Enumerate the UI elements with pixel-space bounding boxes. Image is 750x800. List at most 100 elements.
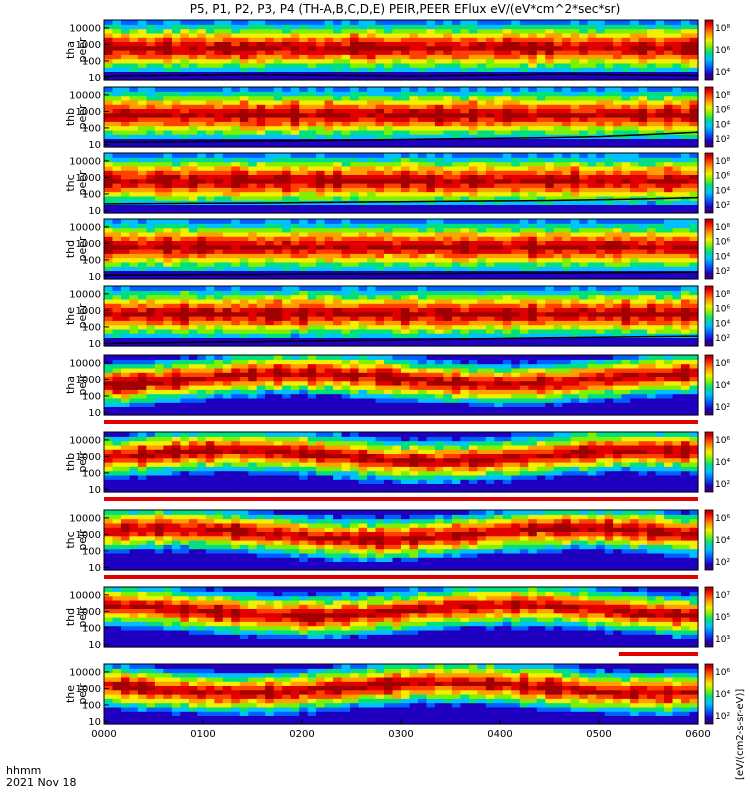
y-tick-label: 10	[88, 140, 101, 151]
heatmap-cell	[273, 320, 283, 326]
heatmap-cell	[613, 290, 623, 296]
heatmap-cell	[384, 54, 394, 60]
heatmap-cell	[307, 270, 317, 276]
heatmap-cell	[375, 67, 385, 72]
heatmap-cell	[256, 244, 266, 250]
heatmap-cell	[647, 170, 657, 175]
heatmap-cell	[180, 41, 190, 47]
heatmap-cell	[613, 266, 623, 271]
heatmap-cell	[299, 121, 309, 127]
heatmap-cell	[333, 240, 343, 246]
heatmap-cell	[273, 266, 283, 271]
heatmap-cell	[579, 341, 589, 347]
heatmap-cell	[545, 244, 555, 250]
heatmap-cell	[621, 99, 631, 105]
heatmap-cell	[367, 298, 377, 304]
heatmap-cell	[426, 62, 436, 68]
heatmap-cell	[392, 104, 402, 109]
heatmap-cell	[579, 54, 589, 60]
heatmap-cell	[451, 231, 461, 237]
heatmap-cell	[256, 208, 266, 214]
heatmap-cell	[562, 129, 572, 135]
heatmap-cell	[468, 62, 478, 68]
heatmap-cell	[418, 219, 428, 224]
heatmap-cell	[137, 95, 147, 101]
heatmap-cell	[562, 174, 572, 180]
heatmap-cell	[214, 286, 224, 291]
heatmap-cell	[502, 208, 512, 214]
heatmap-cell	[579, 142, 589, 148]
heatmap-cell	[409, 125, 419, 131]
heatmap-cell	[647, 341, 657, 347]
heatmap-cell	[112, 95, 122, 101]
heatmap-cell	[171, 219, 181, 224]
heatmap-cell	[129, 195, 139, 201]
heatmap-cell	[307, 91, 317, 97]
heatmap-cell	[290, 337, 300, 343]
heatmap-cell	[562, 32, 572, 38]
heatmap-cell	[367, 99, 377, 105]
heatmap-cell	[316, 253, 326, 259]
heatmap-cell	[579, 153, 589, 158]
heatmap-cell	[222, 87, 232, 92]
heatmap-cell	[214, 108, 224, 114]
heatmap-cell	[282, 129, 292, 135]
heatmap-cell	[324, 257, 334, 263]
heatmap-cell	[587, 187, 597, 193]
heatmap-cell	[282, 161, 292, 167]
heatmap-cell	[681, 138, 691, 144]
heatmap-cell	[401, 253, 411, 259]
heatmap-cell	[536, 157, 546, 163]
heatmap-cell	[290, 20, 300, 25]
heatmap-cell	[154, 337, 164, 343]
heatmap-cell	[299, 87, 309, 92]
heatmap-cell	[664, 219, 674, 224]
heatmap-cell	[171, 261, 181, 267]
heatmap-cell	[545, 320, 555, 326]
heatmap-cell	[570, 294, 580, 300]
heatmap-cell	[239, 236, 249, 241]
heatmap-cell	[485, 138, 495, 144]
heatmap-cell	[528, 333, 538, 338]
heatmap-cell	[188, 20, 198, 25]
heatmap-cell	[426, 125, 436, 131]
heatmap-cell	[418, 257, 428, 263]
heatmap-cell	[121, 138, 131, 144]
heatmap-cell	[384, 187, 394, 193]
heatmap-cell	[570, 125, 580, 131]
heatmap-cell	[485, 20, 495, 25]
heatmap-cell	[587, 50, 597, 55]
heatmap-cell	[494, 286, 504, 291]
heatmap-cell	[358, 303, 368, 308]
heatmap-cell	[307, 187, 317, 193]
heatmap-cell	[638, 307, 648, 313]
heatmap-cell	[205, 54, 215, 60]
heatmap-cell	[502, 157, 512, 163]
heatmap-cell	[180, 71, 190, 77]
heatmap-cell	[273, 37, 283, 42]
heatmap-cell	[265, 253, 275, 259]
heatmap-cell	[553, 157, 563, 163]
heatmap-cell	[562, 227, 572, 233]
heatmap-cell	[502, 87, 512, 92]
heatmap-cell	[188, 161, 198, 167]
heatmap-cell	[528, 153, 538, 158]
heatmap-cell	[562, 320, 572, 326]
heatmap-cell	[502, 316, 512, 321]
heatmap-cell	[519, 320, 529, 326]
heatmap-cell	[384, 261, 394, 267]
heatmap-cell	[324, 58, 334, 64]
heatmap-cell	[333, 125, 343, 131]
heatmap-cell	[358, 121, 368, 127]
heatmap-cell	[511, 204, 521, 210]
heatmap-cell	[528, 99, 538, 105]
heatmap-cell	[664, 244, 674, 250]
heatmap-cell	[579, 170, 589, 175]
heatmap-cell	[290, 286, 300, 291]
heatmap-cell	[350, 270, 360, 276]
heatmap-cell	[333, 165, 343, 171]
heatmap-cell	[307, 58, 317, 64]
heatmap-cell	[214, 261, 224, 267]
heatmap-cell	[689, 112, 699, 118]
heatmap-cell	[248, 337, 258, 343]
